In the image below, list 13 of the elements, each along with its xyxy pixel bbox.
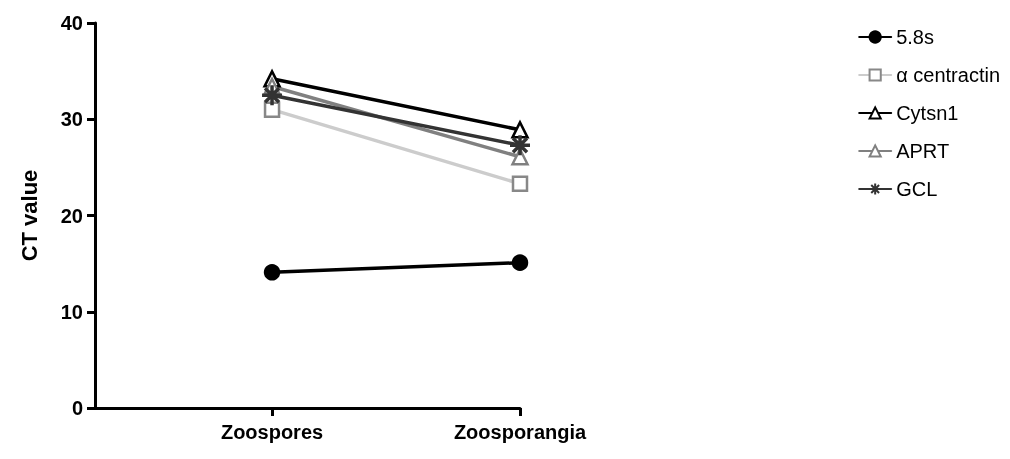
legend-label: APRT (896, 140, 950, 162)
y-tick-label: 0 (71, 397, 83, 419)
x-tick-label: Zoospores (220, 421, 324, 443)
x-tick-label: Zoosporangia (453, 421, 587, 443)
legend-label: α centractin (896, 64, 1000, 86)
legend-label: 5.8s (896, 26, 934, 48)
legend-label: Cytsn1 (896, 102, 959, 124)
legend-label: GCL (896, 178, 938, 200)
y-tick-label: 10 (60, 300, 83, 323)
y-axis-title: CT value (16, 169, 42, 262)
y-tick-label: 30 (60, 108, 83, 131)
y-tick-label: 40 (60, 12, 83, 34)
y-tick-label: 20 (60, 204, 83, 227)
